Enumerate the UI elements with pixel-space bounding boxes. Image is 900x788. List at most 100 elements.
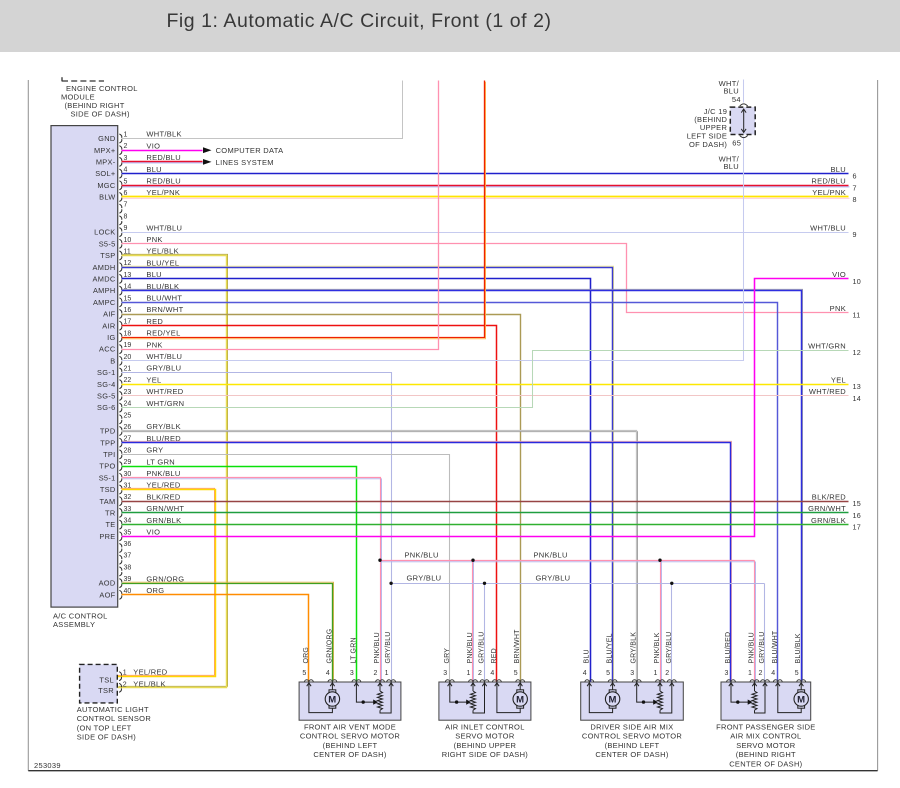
svg-text:AMPC: AMPC xyxy=(93,298,116,307)
svg-text:WHT/BLU: WHT/BLU xyxy=(146,352,182,361)
svg-text:16: 16 xyxy=(124,307,132,314)
svg-text:PNK/BLK: PNK/BLK xyxy=(654,632,661,663)
svg-text:AIR MIX CONTROL: AIR MIX CONTROL xyxy=(730,732,801,741)
svg-text:BLU/BLK: BLU/BLK xyxy=(795,633,802,663)
svg-text:(BEHIND LEFT: (BEHIND LEFT xyxy=(605,741,660,750)
svg-text:10: 10 xyxy=(124,237,132,244)
svg-text:TR: TR xyxy=(105,509,115,518)
svg-text:8: 8 xyxy=(124,213,128,220)
svg-text:AMDH: AMDH xyxy=(93,263,116,272)
svg-text:AOF: AOF xyxy=(99,590,115,599)
svg-text:J/C 19: J/C 19 xyxy=(704,107,727,116)
svg-text:M: M xyxy=(608,694,616,705)
svg-text:S5-1: S5-1 xyxy=(99,473,116,482)
svg-text:ENGINE CONTROL: ENGINE CONTROL xyxy=(66,84,138,93)
svg-text:GRY/BLU: GRY/BLU xyxy=(479,631,486,663)
svg-text:TAM: TAM xyxy=(100,497,116,506)
svg-text:SIDE OF DASH): SIDE OF DASH) xyxy=(71,110,131,119)
svg-text:SG-1: SG-1 xyxy=(97,368,115,377)
svg-text:YEL: YEL xyxy=(146,375,161,384)
svg-text:S5-5: S5-5 xyxy=(99,239,116,248)
svg-text:AMDC: AMDC xyxy=(93,275,116,284)
svg-text:YEL: YEL xyxy=(831,375,846,384)
svg-text:IG: IG xyxy=(107,333,115,342)
svg-text:10: 10 xyxy=(853,277,862,286)
svg-text:3: 3 xyxy=(724,670,728,677)
svg-text:BLK/RED: BLK/RED xyxy=(146,492,180,501)
svg-text:2: 2 xyxy=(373,670,377,677)
svg-text:ORG: ORG xyxy=(303,647,310,664)
svg-text:CENTER OF DASH): CENTER OF DASH) xyxy=(313,750,386,759)
svg-text:RED/YEL: RED/YEL xyxy=(146,329,180,338)
svg-text:WHT/RED: WHT/RED xyxy=(146,387,183,396)
svg-text:GRN/BLK: GRN/BLK xyxy=(146,516,181,525)
svg-text:BLU/YEL: BLU/YEL xyxy=(607,633,614,663)
svg-text:2: 2 xyxy=(123,681,127,688)
svg-text:MGC: MGC xyxy=(97,181,116,190)
svg-text:15: 15 xyxy=(124,295,132,302)
svg-text:RED: RED xyxy=(491,648,498,663)
svg-text:(BEHIND: (BEHIND xyxy=(694,115,727,124)
svg-text:PNK/BLU: PNK/BLU xyxy=(467,632,474,663)
svg-text:BRN/WHT: BRN/WHT xyxy=(514,629,521,664)
svg-text:PNK/BLU: PNK/BLU xyxy=(146,469,180,478)
svg-text:BLU: BLU xyxy=(583,649,590,663)
svg-text:COMPUTER DATA: COMPUTER DATA xyxy=(216,146,284,155)
svg-text:5: 5 xyxy=(124,178,128,185)
svg-text:M: M xyxy=(797,694,805,705)
svg-text:AMPH: AMPH xyxy=(93,286,116,295)
svg-text:SIDE OF DASH): SIDE OF DASH) xyxy=(77,733,137,742)
svg-text:TSR: TSR xyxy=(98,686,114,695)
svg-text:32: 32 xyxy=(124,494,132,501)
svg-text:GRY/BLU: GRY/BLU xyxy=(759,631,766,663)
svg-text:TSD: TSD xyxy=(100,485,116,494)
svg-text:30: 30 xyxy=(124,471,132,478)
svg-text:GRY/BLU: GRY/BLU xyxy=(536,574,571,583)
svg-text:3: 3 xyxy=(630,670,634,677)
svg-text:12: 12 xyxy=(853,348,862,357)
svg-text:TPI: TPI xyxy=(103,450,115,459)
svg-text:TSP: TSP xyxy=(100,251,115,260)
svg-text:A/C CONTROL: A/C CONTROL xyxy=(53,611,108,620)
svg-text:MPX+: MPX+ xyxy=(94,146,116,155)
svg-text:4: 4 xyxy=(771,670,775,677)
svg-text:7: 7 xyxy=(124,202,128,209)
svg-text:PNK/BLU: PNK/BLU xyxy=(534,551,568,560)
svg-text:SERVO MOTOR: SERVO MOTOR xyxy=(736,741,796,750)
svg-text:GRY/BLU: GRY/BLU xyxy=(407,574,442,583)
svg-text:GRY/BLU: GRY/BLU xyxy=(146,364,181,373)
svg-text:3: 3 xyxy=(443,670,447,677)
svg-text:8: 8 xyxy=(853,195,857,204)
svg-text:BLU: BLU xyxy=(724,162,740,171)
svg-text:GRN/ORG: GRN/ORG xyxy=(146,574,184,583)
svg-text:LT GRN: LT GRN xyxy=(146,457,175,466)
svg-text:21: 21 xyxy=(124,366,132,373)
svg-text:1: 1 xyxy=(653,670,657,677)
svg-text:13: 13 xyxy=(124,272,132,279)
svg-text:28: 28 xyxy=(124,447,132,454)
svg-text:PNK/BLU: PNK/BLU xyxy=(374,632,381,663)
svg-text:BLU: BLU xyxy=(146,270,162,279)
svg-text:AIR INLET CONTROL: AIR INLET CONTROL xyxy=(445,723,525,732)
svg-text:40: 40 xyxy=(124,588,132,595)
svg-text:(BEHIND RIGHT: (BEHIND RIGHT xyxy=(65,101,125,110)
svg-text:9: 9 xyxy=(124,225,128,232)
svg-text:LINES SYSTEM: LINES SYSTEM xyxy=(216,158,274,167)
svg-text:YEL/BLK: YEL/BLK xyxy=(146,247,179,256)
svg-text:FRONT PASSENGER SIDE: FRONT PASSENGER SIDE xyxy=(716,723,816,732)
svg-text:14: 14 xyxy=(124,284,132,291)
svg-text:19: 19 xyxy=(124,342,132,349)
svg-text:18: 18 xyxy=(124,330,132,337)
svg-text:TE: TE xyxy=(105,520,115,529)
svg-text:YEL/RED: YEL/RED xyxy=(146,481,180,490)
svg-text:9: 9 xyxy=(853,230,857,239)
svg-text:LT GRN: LT GRN xyxy=(350,637,357,663)
svg-text:PRE: PRE xyxy=(99,532,115,541)
svg-text:5: 5 xyxy=(302,670,306,677)
svg-text:20: 20 xyxy=(124,354,132,361)
svg-text:1: 1 xyxy=(385,670,389,677)
svg-text:(ON TOP LEFT: (ON TOP LEFT xyxy=(77,723,132,732)
svg-text:36: 36 xyxy=(124,541,132,548)
svg-text:RED/BLU: RED/BLU xyxy=(146,153,181,162)
svg-text:65: 65 xyxy=(732,139,741,148)
